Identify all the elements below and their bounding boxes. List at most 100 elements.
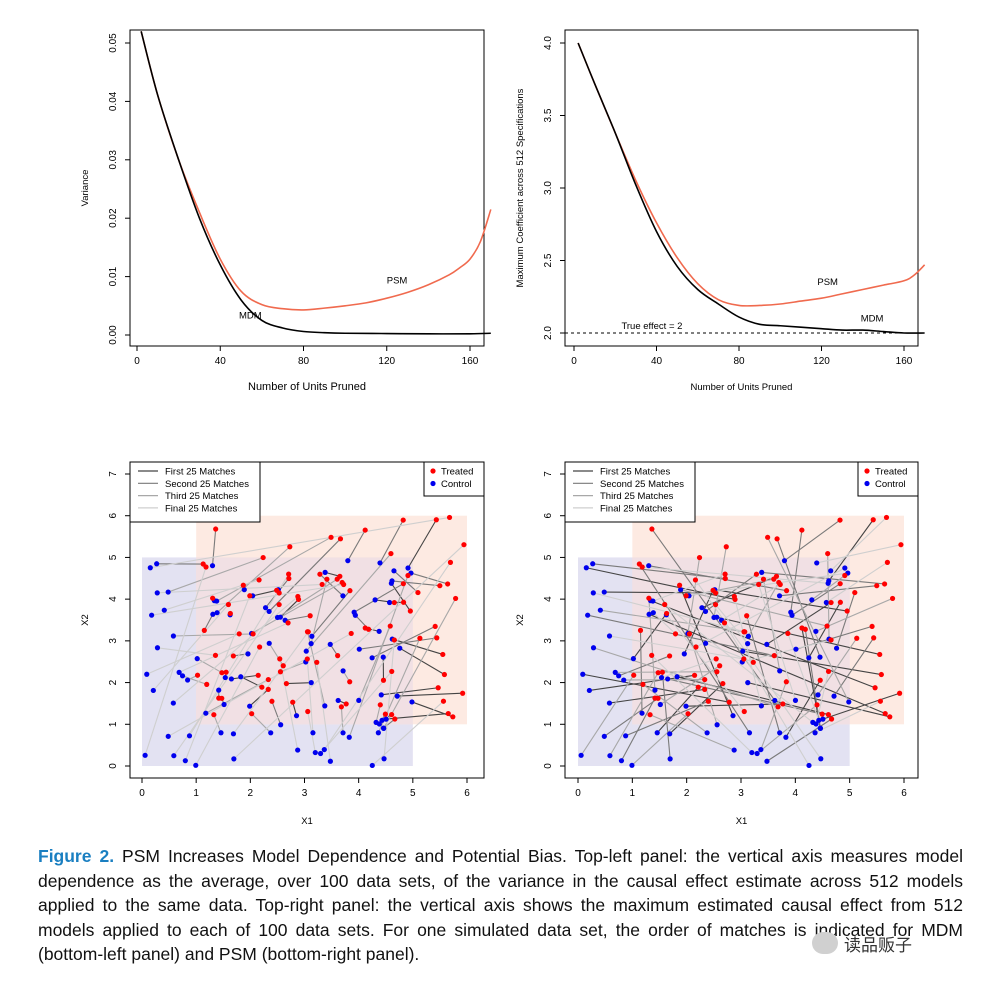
- match-line: [397, 692, 463, 697]
- bottom_left-treated-point: [434, 635, 440, 641]
- bottom_right-treated-point: [871, 635, 877, 641]
- bottom_left-legend-line-label: Final 25 Matches: [165, 503, 238, 514]
- bottom_left-control-point: [216, 687, 222, 693]
- bottom_left-treated-point: [417, 635, 423, 641]
- match-line: [609, 635, 744, 660]
- bottom_left-control-point: [346, 734, 352, 740]
- bottom_right-treated-point: [677, 582, 683, 588]
- match-line: [407, 519, 437, 569]
- bottom_left-control-point: [154, 561, 160, 567]
- bottom_right-control-point: [815, 692, 821, 698]
- bottom_left-treated-point: [211, 712, 217, 718]
- bottom_left-treated-point: [445, 581, 451, 587]
- bottom_right-treated-point: [722, 571, 728, 577]
- match-line: [761, 571, 885, 585]
- bottom_left-overlap-region: [196, 557, 413, 725]
- bottom_left-treated-point: [223, 669, 229, 675]
- bottom_left-treated-point: [450, 714, 456, 720]
- bottom_left-treated-point: [274, 587, 280, 593]
- bottom_left-control-point: [241, 587, 247, 593]
- bottom_right-ytick-label: 5: [543, 554, 554, 560]
- bottom_right-treated-point: [874, 583, 880, 589]
- bottom_right-point-legend: [857, 461, 919, 497]
- bottom_left-xtick-label: 1: [193, 788, 199, 799]
- bottom_right-control-point: [601, 733, 607, 739]
- bottom_left-treated-point: [287, 544, 293, 550]
- bottom_left-control-point: [266, 608, 272, 615]
- top_left-annotation-mdm: MDM: [239, 311, 262, 322]
- top_left-xtick-label: 0: [134, 356, 140, 367]
- bottom_right-control-point: [813, 721, 819, 727]
- top_right-xlabel: Number of Units Pruned: [691, 382, 793, 393]
- bottom_right-control-point: [683, 703, 689, 709]
- bottom_left-treated-point: [432, 623, 438, 630]
- bottom_right-control-point: [745, 633, 751, 639]
- match-line: [808, 602, 841, 659]
- wechat-icon: [812, 932, 838, 954]
- bottom_right-control-point: [745, 641, 751, 647]
- top_right-annotation-mdm: MDM: [861, 313, 884, 324]
- match-line: [687, 557, 701, 634]
- bottom_right-treated-point: [639, 564, 645, 570]
- match-line: [233, 544, 465, 760]
- bottom_left-control-point: [340, 668, 346, 674]
- bottom_right-treated-point: [702, 676, 708, 683]
- match-line: [784, 519, 841, 562]
- bottom_right-control-point: [629, 762, 635, 768]
- figure-canvas: 0 40 80 120 1600.000.010.020.030.040.05Numbe…: [80, 29, 926, 827]
- bottom_right-control-point: [809, 597, 815, 603]
- top_left-annotation-psm: PSM: [387, 276, 408, 287]
- bottom_right-control-point: [789, 612, 795, 618]
- bottom_left-control-point: [165, 589, 171, 595]
- bottom_right-treated-point: [878, 671, 884, 678]
- bottom_right-control-point: [618, 758, 625, 764]
- bottom_left-control-point: [372, 597, 378, 603]
- bottom_right-control-point: [704, 730, 710, 736]
- bottom_right-treated-point: [897, 690, 903, 696]
- bottom_left-treated-point: [334, 576, 340, 582]
- bottom_right-control-point: [833, 645, 840, 651]
- bottom_right-control-point: [702, 608, 709, 615]
- bottom_right-legend-line-label: Second 25 Matches: [600, 479, 684, 490]
- bottom_left-treated-point: [219, 670, 225, 676]
- bottom_right-treated-point: [765, 534, 771, 540]
- bottom_left-control-point: [379, 717, 385, 723]
- bottom_right-control-point: [740, 648, 746, 654]
- match-line: [381, 687, 439, 696]
- match-line: [251, 581, 343, 634]
- bottom_right-xlabel: X1: [736, 816, 748, 827]
- bottom_left-control-point: [147, 565, 153, 571]
- bottom_left-treated-point: [305, 708, 311, 715]
- bottom_left-control-point: [317, 750, 324, 757]
- bottom_left-treated-point: [324, 576, 330, 582]
- bottom_right-control-point: [817, 654, 823, 660]
- bottom_left-treated-point: [338, 704, 344, 710]
- bottom_right-treated-point: [659, 669, 665, 675]
- bottom_left-treated-point: [440, 698, 447, 704]
- bottom_left-control-point: [391, 568, 397, 574]
- bottom_left-control-point: [262, 605, 269, 611]
- match-line: [650, 600, 876, 689]
- bottom_right-control-point: [831, 693, 837, 699]
- bottom_left-control-point: [278, 722, 284, 728]
- bottom_left-control-point: [228, 676, 234, 682]
- bottom_left-legend-point-label: Control: [441, 479, 472, 490]
- bottom_right-control-point: [764, 641, 770, 647]
- top_left-plot-frame: [129, 29, 485, 347]
- bottom_left-control-point: [182, 758, 188, 764]
- bottom_left-ytick-label: 4: [108, 596, 119, 602]
- match-line: [280, 661, 306, 673]
- bottom_left-control-point: [171, 753, 177, 759]
- bottom_right-control-point: [820, 716, 826, 722]
- bottom_right-treated-point: [667, 653, 673, 659]
- bottom_right-treated-point: [631, 672, 637, 678]
- bottom_right-ytick-label: 3: [543, 638, 554, 644]
- bottom_right-control-point: [714, 722, 720, 728]
- bottom_left-treated-point: [216, 695, 222, 701]
- bottom_left-xtick-label: 5: [410, 788, 416, 799]
- bottom_right-control-point: [601, 589, 607, 595]
- bottom_right-control-point: [590, 561, 596, 567]
- bottom_left-control-point: [352, 612, 358, 618]
- bottom_right-treated-point: [785, 630, 791, 637]
- bottom_left-control-point: [193, 762, 199, 768]
